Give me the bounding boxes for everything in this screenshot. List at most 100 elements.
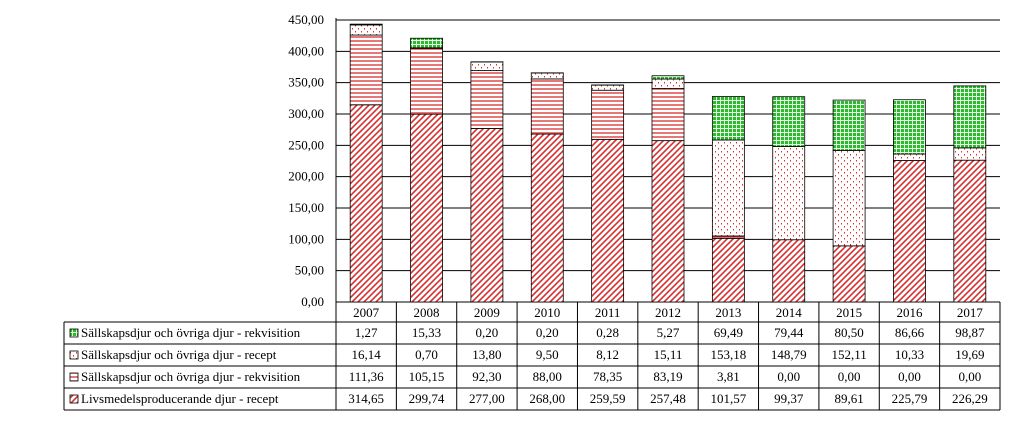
data-label: 225,79 [892,391,928,406]
bar-segment [651,88,685,142]
data-label: 277,00 [469,391,505,406]
data-label: 314,65 [348,391,384,406]
bar-segment [772,96,806,147]
data-label: 89,61 [834,391,863,406]
data-label: 148,79 [771,347,807,362]
y-tick-label: 300,00 [288,106,324,121]
bar-segment [591,89,625,140]
bar-segment [772,146,806,241]
data-label: 153,18 [710,347,746,362]
x-tick-label: 2010 [534,305,560,320]
data-label: 0,20 [476,325,499,340]
data-label: 98,87 [955,325,985,340]
data-label: 0,70 [415,347,438,362]
data-label: 8,12 [596,347,619,362]
data-label: 111,36 [349,369,384,384]
data-label: 86,66 [895,325,925,340]
y-tick-label: 200,00 [288,169,324,184]
legend-key [69,372,79,382]
bar-segment [349,104,383,303]
bar-segment [893,160,926,303]
data-label: 13,80 [472,347,501,362]
bar-segment [530,78,564,135]
data-label: 80,50 [834,325,863,340]
data-label: 79,44 [774,325,804,340]
bar-segment [470,61,504,71]
y-tick-label: 350,00 [288,75,324,90]
y-tick-label: 0,00 [301,294,324,309]
bar-segment [651,78,685,89]
bar-segment [651,75,685,80]
bar-segment [410,113,443,303]
x-tick-label: 2009 [474,305,500,320]
data-label: 3,81 [717,369,740,384]
bar-segment [711,237,745,303]
x-tick-label: 2007 [353,305,380,320]
x-tick-label: 2008 [414,305,440,320]
legend-label: Livsmedelsproducerande djur - recept [81,391,279,406]
legend-label: Sällskapsdjur och övriga djur - rekvisit… [81,325,301,340]
bar-segment [591,138,625,303]
x-tick-label: 2012 [655,305,681,320]
x-tick-label: 2015 [836,305,862,320]
data-label: 1,27 [355,325,378,340]
data-label: 15,33 [412,325,441,340]
data-label: 268,00 [529,391,565,406]
bar-segment [410,47,443,115]
bar-segment [772,239,806,303]
data-label: 19,69 [955,347,984,362]
legend-label: Sällskapsdjur och övriga djur - rekvisit… [81,369,301,384]
bar-segment [470,70,504,129]
y-tick-label: 150,00 [288,200,324,215]
data-label: 78,35 [593,369,622,384]
y-tick-label: 450,00 [288,12,324,27]
legend-key [69,328,79,338]
legend-label: Sällskapsdjur och övriga djur - recept [81,347,277,362]
bar-segment [953,85,987,149]
data-label: 0,20 [536,325,559,340]
bar-segment [349,24,383,36]
bar-segment [651,140,685,303]
y-tick-label: 100,00 [288,231,324,246]
bar-segment [893,153,926,161]
data-label: 105,15 [409,369,445,384]
x-tick-label: 2014 [776,305,803,320]
data-label: 0,00 [838,369,861,384]
data-label: 69,49 [714,325,743,340]
data-label: 16,14 [352,347,382,362]
data-label: 83,19 [653,369,682,384]
bar-segment [832,99,866,151]
bar-segment [953,147,987,161]
legend-key [69,394,79,404]
data-label: 259,59 [590,391,626,406]
data-label: 0,00 [958,369,981,384]
data-label: 299,74 [409,391,445,406]
bar-segment [349,34,383,106]
bar-segment [711,96,745,141]
data-label: 92,30 [472,369,501,384]
data-label: 9,50 [536,347,559,362]
legend-key [69,350,79,360]
bar-segment [530,133,564,303]
bar-segment [711,139,745,237]
data-label: 0,00 [777,369,800,384]
x-tick-label: 2013 [715,305,741,320]
bar-segment [953,159,987,303]
y-axis: 0,00 50,00 100,00 150,00 200,00 250,00 300,00 3… [288,12,337,309]
bar-segment [832,245,866,303]
data-label: 15,11 [654,347,683,362]
bar-segment [349,23,383,26]
y-tick-label: 250,00 [288,137,324,152]
bar-segment [591,84,625,91]
data-label: 88,00 [533,369,562,384]
data-label: 10,33 [895,347,924,362]
y-tick-label: 50,00 [295,263,324,278]
data-label: 101,57 [710,391,746,406]
data-label: 226,29 [952,391,988,406]
x-tick-label: 2011 [595,305,621,320]
data-label: 5,27 [657,325,680,340]
data-label: 99,37 [774,391,804,406]
data-label: 0,00 [898,369,921,384]
data-table: 2007 2008 2009 2010 2011 2012 2013 2014 2015 2016… [63,302,1001,411]
